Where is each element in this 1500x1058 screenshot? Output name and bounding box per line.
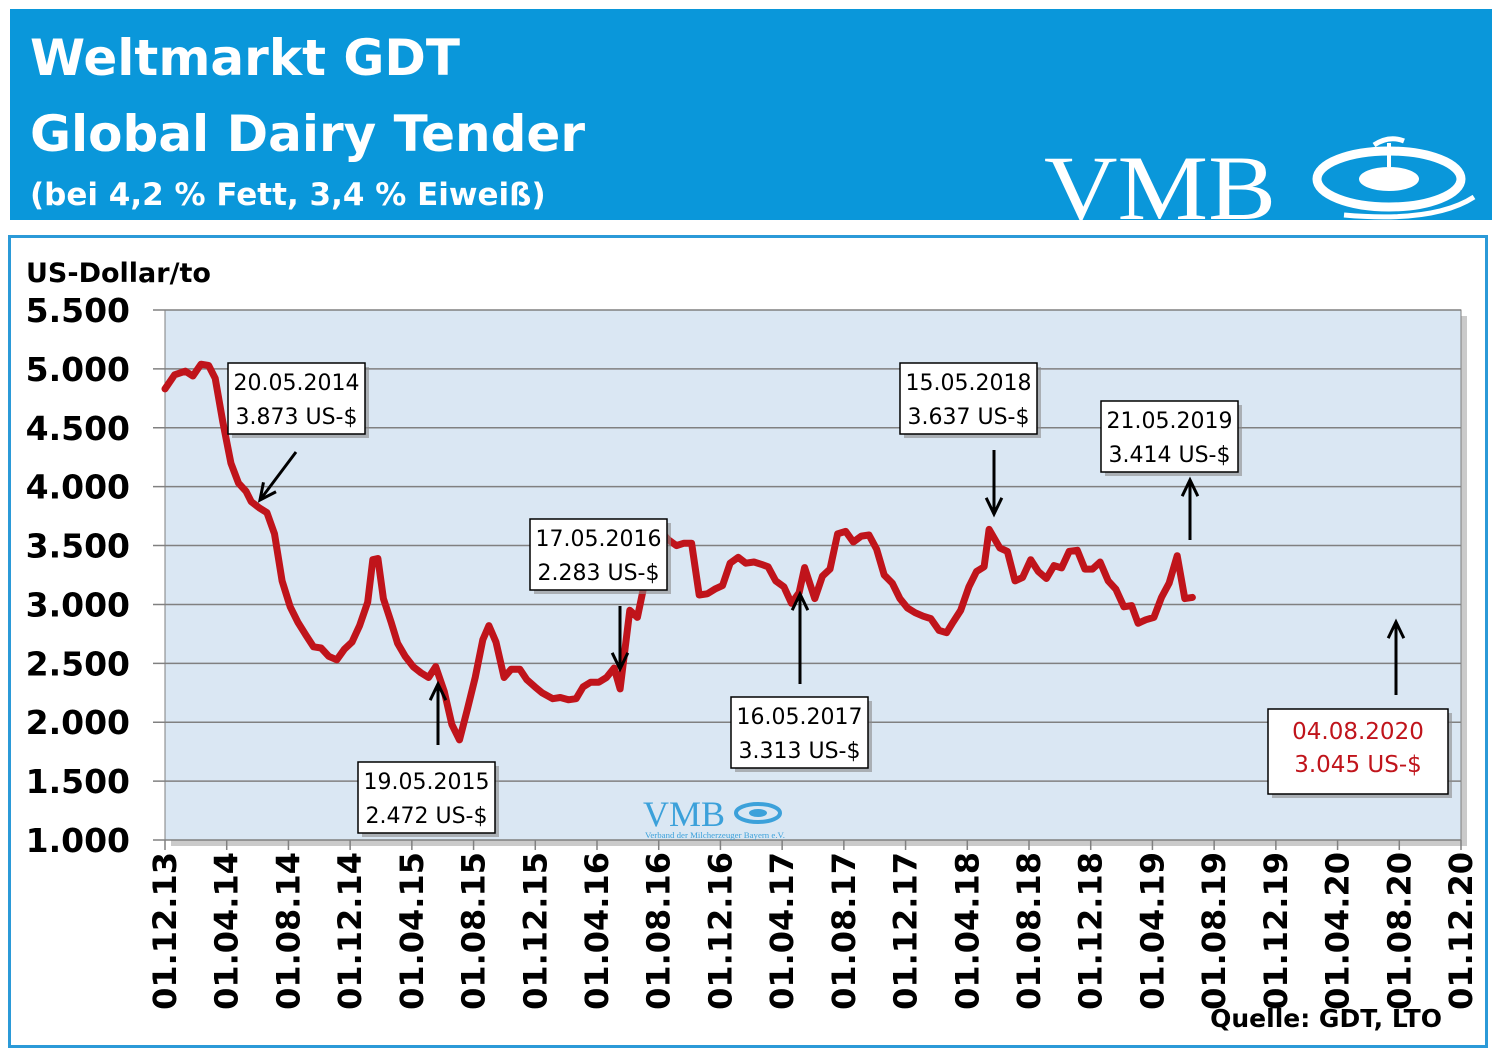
vmb-logo: VMB bbox=[1044, 136, 1476, 222]
vmb-logo-text: VMB bbox=[1044, 137, 1276, 222]
annotation-box bbox=[899, 362, 1038, 435]
x-tick-label: 01.12.17 bbox=[887, 852, 925, 1010]
annotation-arrowhead bbox=[428, 680, 448, 701]
annotation-arrow bbox=[258, 451, 298, 501]
x-tick-label: 01.08.19 bbox=[1195, 852, 1233, 1010]
annotation-box bbox=[357, 761, 496, 834]
y-tick-label: 2.500 bbox=[26, 644, 130, 683]
watermark: VMB Verband der Milcherzeuger Bayern e.V… bbox=[643, 794, 785, 840]
watermark-text: VMB bbox=[643, 794, 725, 834]
annotations: 20.05.2014 3.873 US-$ 19.05.2015 2.472 US-$… bbox=[227, 362, 1452, 837]
annotation-date: 04.08.2020 bbox=[1292, 719, 1424, 745]
annotation-date: 15.05.2018 bbox=[906, 371, 1032, 396]
x-tick-label: 01.08.18 bbox=[1010, 852, 1048, 1010]
title-line-2: Global Dairy Tender bbox=[30, 105, 585, 163]
annotation-value: 3.637 US-$ bbox=[908, 405, 1030, 430]
price-line bbox=[161, 360, 1196, 744]
annotation: 15.05.2018 3.637 US-$ bbox=[899, 362, 1041, 518]
x-tick-label: 01.04.18 bbox=[948, 852, 986, 1010]
source-note: Quelle: GDT, LTO bbox=[1210, 1004, 1442, 1033]
annotation-value: 3.873 US-$ bbox=[236, 405, 358, 430]
annotation-box bbox=[1267, 708, 1449, 795]
title-line-1: Weltmarkt GDT bbox=[30, 29, 461, 87]
vmb-logo-emblem bbox=[1312, 136, 1476, 220]
y-axis-label: US-Dollar/to bbox=[26, 258, 211, 289]
x-tick-label: 01.08.16 bbox=[640, 852, 678, 1010]
x-tick-label: 01.12.16 bbox=[701, 852, 739, 1010]
x-tick-label: 01.12.19 bbox=[1257, 852, 1295, 1010]
x-tick-label: 01.12.18 bbox=[1072, 852, 1110, 1010]
annotation-arrowhead bbox=[257, 482, 277, 503]
x-tick-label: 01.12.20 bbox=[1442, 852, 1480, 1010]
watermark-subtext: Verband der Milcherzeuger Bayern e.V. bbox=[645, 831, 785, 840]
annotation-arrowhead bbox=[790, 590, 810, 611]
x-tick-label: 01.04.20 bbox=[1319, 852, 1357, 1010]
header-banner: Weltmarkt GDT Global Dairy Tender (bei 4… bbox=[10, 9, 1492, 222]
x-tick-labels: 01.12.13 01.04.14 01.08.14 01.12.14 01.04.15… bbox=[146, 840, 1480, 1010]
y-tick-labels: 5.500 5.000 4.500 4.000 3.500 3.000 2.500 2.000… bbox=[26, 291, 130, 860]
annotation-value: 3.414 US-$ bbox=[1109, 443, 1231, 468]
annotation-arrowhead bbox=[1386, 618, 1406, 639]
annotation-value: 2.283 US-$ bbox=[538, 561, 660, 586]
x-tick-label: 01.04.16 bbox=[578, 852, 616, 1010]
x-tick-label: 01.12.13 bbox=[146, 852, 184, 1010]
annotation-value: 2.472 US-$ bbox=[366, 804, 488, 829]
annotation-value: 3.045 US-$ bbox=[1294, 752, 1422, 778]
y-tick-label: 4.000 bbox=[26, 468, 130, 507]
y-tick-label: 3.500 bbox=[26, 527, 130, 566]
y-tick-label: 5.500 bbox=[26, 291, 130, 330]
y-tick-label: 1.000 bbox=[26, 821, 130, 860]
annotation-box bbox=[1100, 400, 1239, 473]
x-tick-label: 01.04.19 bbox=[1133, 852, 1171, 1010]
annotation: 19.05.2015 2.472 US-$ bbox=[357, 680, 499, 837]
y-tick-label: 2.000 bbox=[26, 703, 130, 742]
annotation-date: 17.05.2016 bbox=[536, 527, 662, 552]
annotation: 17.05.2016 2.283 US-$ bbox=[529, 518, 671, 673]
x-tick-label: 01.08.14 bbox=[269, 852, 307, 1010]
annotation-arrowhead bbox=[984, 497, 1004, 518]
y-tick-label: 5.000 bbox=[26, 350, 130, 389]
annotation-box bbox=[529, 518, 668, 591]
annotation-date: 21.05.2019 bbox=[1107, 409, 1233, 434]
annotation-arrowhead bbox=[1180, 476, 1200, 497]
annotation-box bbox=[227, 362, 366, 435]
x-tick-label: 01.08.20 bbox=[1380, 852, 1418, 1010]
annotation-value: 3.313 US-$ bbox=[739, 739, 861, 764]
x-tick-label: 01.08.15 bbox=[455, 852, 493, 1010]
annotation: 20.05.2014 3.873 US-$ bbox=[227, 362, 369, 503]
annotation: 16.05.2017 3.313 US-$ bbox=[730, 590, 872, 772]
annotation-arrowhead bbox=[610, 652, 630, 673]
x-tick-label: 01.12.14 bbox=[331, 852, 369, 1010]
annotation-date: 19.05.2015 bbox=[364, 770, 490, 795]
annotation-box bbox=[730, 696, 869, 769]
x-tick-label: 01.04.15 bbox=[393, 852, 431, 1010]
y-tick-label: 1.500 bbox=[26, 762, 130, 801]
x-tick-label: 01.08.17 bbox=[825, 852, 863, 1010]
annotation: 04.08.2020 3.045 US-$ bbox=[1267, 618, 1452, 798]
subtitle: (bei 4,2 % Fett, 3,4 % Eiweiß) bbox=[30, 177, 546, 213]
y-tick-label: 4.500 bbox=[26, 409, 130, 448]
x-tick-label: 01.04.14 bbox=[208, 852, 246, 1010]
annotation-date: 20.05.2014 bbox=[234, 371, 360, 396]
y-tick-label: 3.000 bbox=[26, 585, 130, 624]
x-tick-label: 01.04.17 bbox=[763, 852, 801, 1010]
x-tick-label: 01.12.15 bbox=[516, 852, 554, 1010]
annotation-date: 16.05.2017 bbox=[737, 705, 863, 730]
annotation: 21.05.2019 3.414 US-$ bbox=[1100, 400, 1242, 540]
